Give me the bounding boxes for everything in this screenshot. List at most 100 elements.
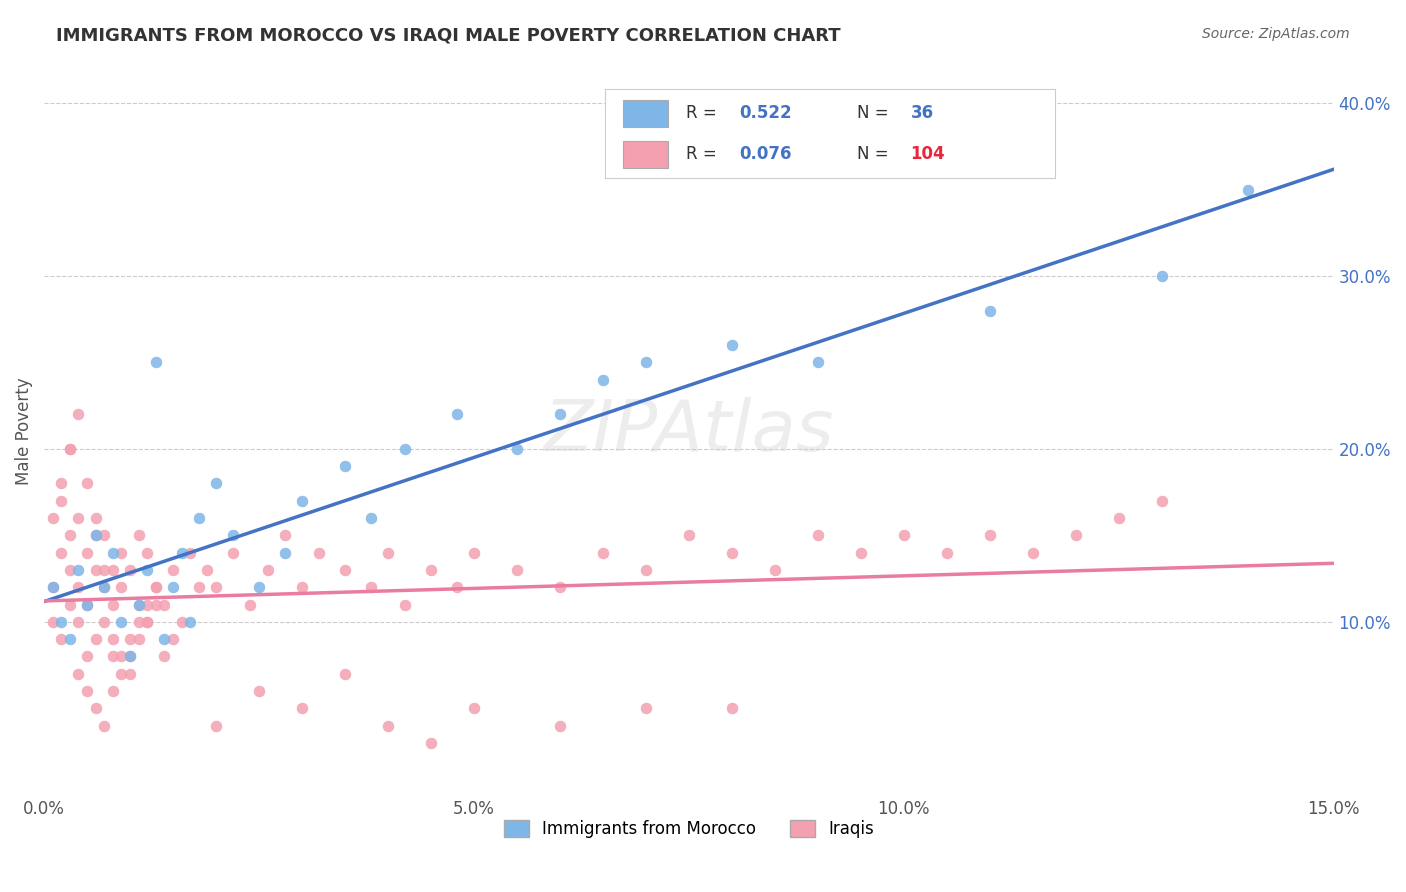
Point [179, 615, 201, 629]
Point [110, 580, 132, 594]
Point [120, 632, 142, 646]
Point [76, 476, 98, 491]
Point [128, 632, 150, 646]
Point [592, 373, 614, 387]
Point [239, 598, 262, 612]
Point [807, 528, 830, 542]
Point [548, 718, 571, 732]
Text: 36: 36 [911, 104, 934, 122]
Point [76, 546, 98, 560]
Point [247, 684, 270, 698]
Point [59, 442, 82, 456]
Text: 0.522: 0.522 [740, 104, 792, 122]
Point [205, 718, 228, 732]
Point [120, 649, 142, 664]
Point [84, 701, 107, 715]
Point [41, 511, 63, 525]
Point [162, 563, 184, 577]
Point [93, 563, 115, 577]
Text: N =: N = [856, 104, 893, 122]
Point [145, 355, 167, 369]
Point [128, 598, 150, 612]
Point [136, 546, 159, 560]
Point [463, 546, 485, 560]
Point [721, 701, 744, 715]
Point [979, 528, 1001, 542]
Point [634, 701, 657, 715]
Point [506, 442, 529, 456]
Point [1150, 268, 1173, 283]
FancyBboxPatch shape [623, 100, 668, 127]
Point [59, 598, 82, 612]
Point [120, 666, 142, 681]
Point [76, 598, 98, 612]
Point [291, 493, 314, 508]
Point [222, 546, 245, 560]
Point [807, 355, 830, 369]
Text: R =: R = [686, 145, 721, 163]
Point [67, 407, 90, 421]
Point [187, 580, 209, 594]
Point [110, 615, 132, 629]
Point [51, 615, 73, 629]
Point [136, 563, 159, 577]
Point [41, 615, 63, 629]
Point [76, 684, 98, 698]
Point [67, 563, 90, 577]
Point [463, 701, 485, 715]
Text: IMMIGRANTS FROM MOROCCO VS IRAQI MALE POVERTY CORRELATION CHART: IMMIGRANTS FROM MOROCCO VS IRAQI MALE PO… [56, 27, 841, 45]
Point [634, 355, 657, 369]
Point [59, 632, 82, 646]
Point [128, 528, 150, 542]
Point [274, 546, 297, 560]
Text: 0.076: 0.076 [740, 145, 792, 163]
Point [51, 632, 73, 646]
Point [51, 476, 73, 491]
Point [935, 546, 957, 560]
Point [59, 442, 82, 456]
Point [41, 580, 63, 594]
Point [145, 598, 167, 612]
Point [187, 511, 209, 525]
Point [101, 598, 124, 612]
Point [420, 736, 443, 750]
Point [721, 338, 744, 352]
Point [979, 303, 1001, 318]
Point [1150, 493, 1173, 508]
Point [162, 632, 184, 646]
Text: ZIPAtlas: ZIPAtlas [544, 397, 834, 467]
Point [153, 649, 176, 664]
Point [120, 649, 142, 664]
Point [394, 598, 416, 612]
Point [93, 718, 115, 732]
Point [145, 580, 167, 594]
Point [153, 632, 176, 646]
Point [153, 598, 176, 612]
Point [678, 528, 700, 542]
Point [849, 546, 872, 560]
Point [170, 615, 193, 629]
Point [1108, 511, 1130, 525]
Point [93, 580, 115, 594]
Point [84, 511, 107, 525]
Point [634, 563, 657, 577]
Point [1064, 528, 1087, 542]
Point [128, 615, 150, 629]
Point [1022, 546, 1045, 560]
Point [67, 666, 90, 681]
Point [179, 546, 201, 560]
Point [721, 546, 744, 560]
Point [548, 580, 571, 594]
Point [446, 407, 468, 421]
Point [333, 459, 356, 474]
Point [84, 528, 107, 542]
Point [893, 528, 915, 542]
Point [763, 563, 786, 577]
Text: Source: ZipAtlas.com: Source: ZipAtlas.com [1202, 27, 1350, 41]
Text: R =: R = [686, 104, 721, 122]
Point [84, 632, 107, 646]
Point [205, 476, 228, 491]
Point [205, 580, 228, 594]
Point [84, 563, 107, 577]
Point [101, 546, 124, 560]
